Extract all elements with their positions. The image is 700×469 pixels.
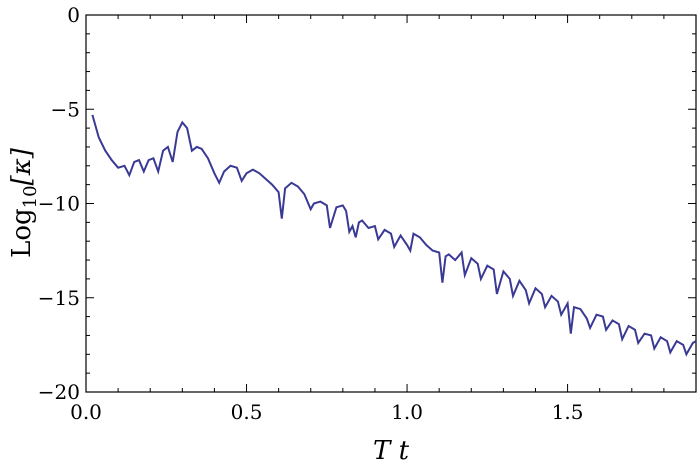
- x-tick-label: 1.5: [552, 400, 584, 424]
- y-tick-label: 0: [67, 3, 80, 27]
- x-axis-label: T t: [373, 436, 410, 466]
- series-line: [91, 114, 697, 357]
- y-tick-label: −15: [38, 286, 80, 310]
- tick-marks: [85, 14, 697, 393]
- x-tick-label: 0.0: [70, 400, 102, 424]
- y-tick-label: −10: [38, 192, 80, 216]
- plot-frame: [85, 14, 697, 393]
- y-tick-label: −5: [51, 97, 80, 121]
- y-axis-label-argument: [κ]: [7, 147, 37, 185]
- x-tick-label: 0.5: [231, 400, 263, 424]
- y-axis-label-subscript: 10: [20, 185, 41, 208]
- y-axis-label-base: Log: [7, 208, 37, 258]
- y-tick-labels: 0 −5 −10 −15 −20: [38, 3, 80, 404]
- x-tick-label: 1.0: [391, 400, 423, 424]
- y-axis-label: Log10[κ]: [7, 147, 41, 258]
- y-tick-label: −20: [38, 380, 80, 404]
- x-tick-labels: 0.0 0.5 1.0 1.5: [70, 400, 583, 424]
